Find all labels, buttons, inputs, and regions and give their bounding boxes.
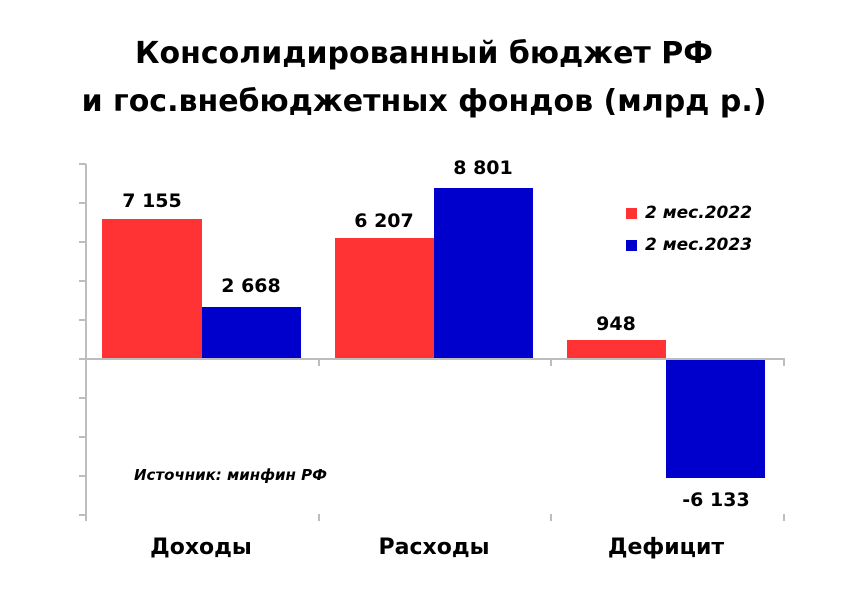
- y-tick: [79, 241, 86, 243]
- y-tick: [79, 358, 86, 360]
- legend-swatch-red: [626, 207, 637, 219]
- y-tick: [79, 397, 86, 399]
- value-label: 6 207: [354, 210, 414, 232]
- category-label: Доходы: [150, 535, 252, 560]
- y-tick: [79, 514, 86, 516]
- legend: 2 мес.2022 2 мес.2023: [626, 197, 752, 261]
- x-tick: [550, 514, 552, 521]
- y-tick: [79, 280, 86, 282]
- category-label: Расходы: [378, 535, 490, 560]
- legend-item-2022: 2 мес.2022: [626, 197, 752, 229]
- value-label: -6 133: [682, 489, 750, 511]
- y-tick: [79, 202, 86, 204]
- source-annotation: Источник: минфин РФ: [134, 466, 328, 484]
- y-axis: [85, 164, 87, 520]
- x-tick: [783, 359, 785, 366]
- bar-dohody-2023: [202, 307, 301, 359]
- y-tick: [79, 475, 86, 477]
- bar-deficit-2023: [666, 359, 765, 478]
- legend-item-2023: 2 мес.2023: [626, 229, 752, 261]
- y-tick: [79, 436, 86, 438]
- value-label: 948: [596, 313, 636, 335]
- y-tick: [79, 319, 86, 321]
- value-label: 2 668: [221, 275, 281, 297]
- x-tick: [550, 359, 552, 366]
- x-tick: [318, 514, 320, 521]
- y-tick: [79, 163, 86, 165]
- chart-title-line-2: и гос.внебюджетных фондов (млрд р.): [81, 84, 767, 119]
- bar-rashody-2022: [335, 238, 434, 359]
- category-label: Дефицит: [607, 535, 725, 560]
- value-label: 7 155: [122, 190, 182, 212]
- x-tick: [85, 514, 87, 521]
- legend-swatch-blue: [626, 239, 637, 251]
- x-tick: [783, 514, 785, 521]
- x-axis-zero-line: [85, 358, 785, 360]
- legend-label: 2 мес.2023: [645, 235, 753, 255]
- bar-dohody-2022: [102, 219, 202, 359]
- value-label: 8 801: [453, 157, 513, 179]
- bar-deficit-2022: [567, 340, 666, 359]
- bar-rashody-2023: [434, 188, 533, 359]
- x-tick: [318, 359, 320, 366]
- chart-title-line-1: Консолидированный бюджет РФ: [135, 36, 713, 71]
- legend-label: 2 мес.2022: [645, 203, 753, 223]
